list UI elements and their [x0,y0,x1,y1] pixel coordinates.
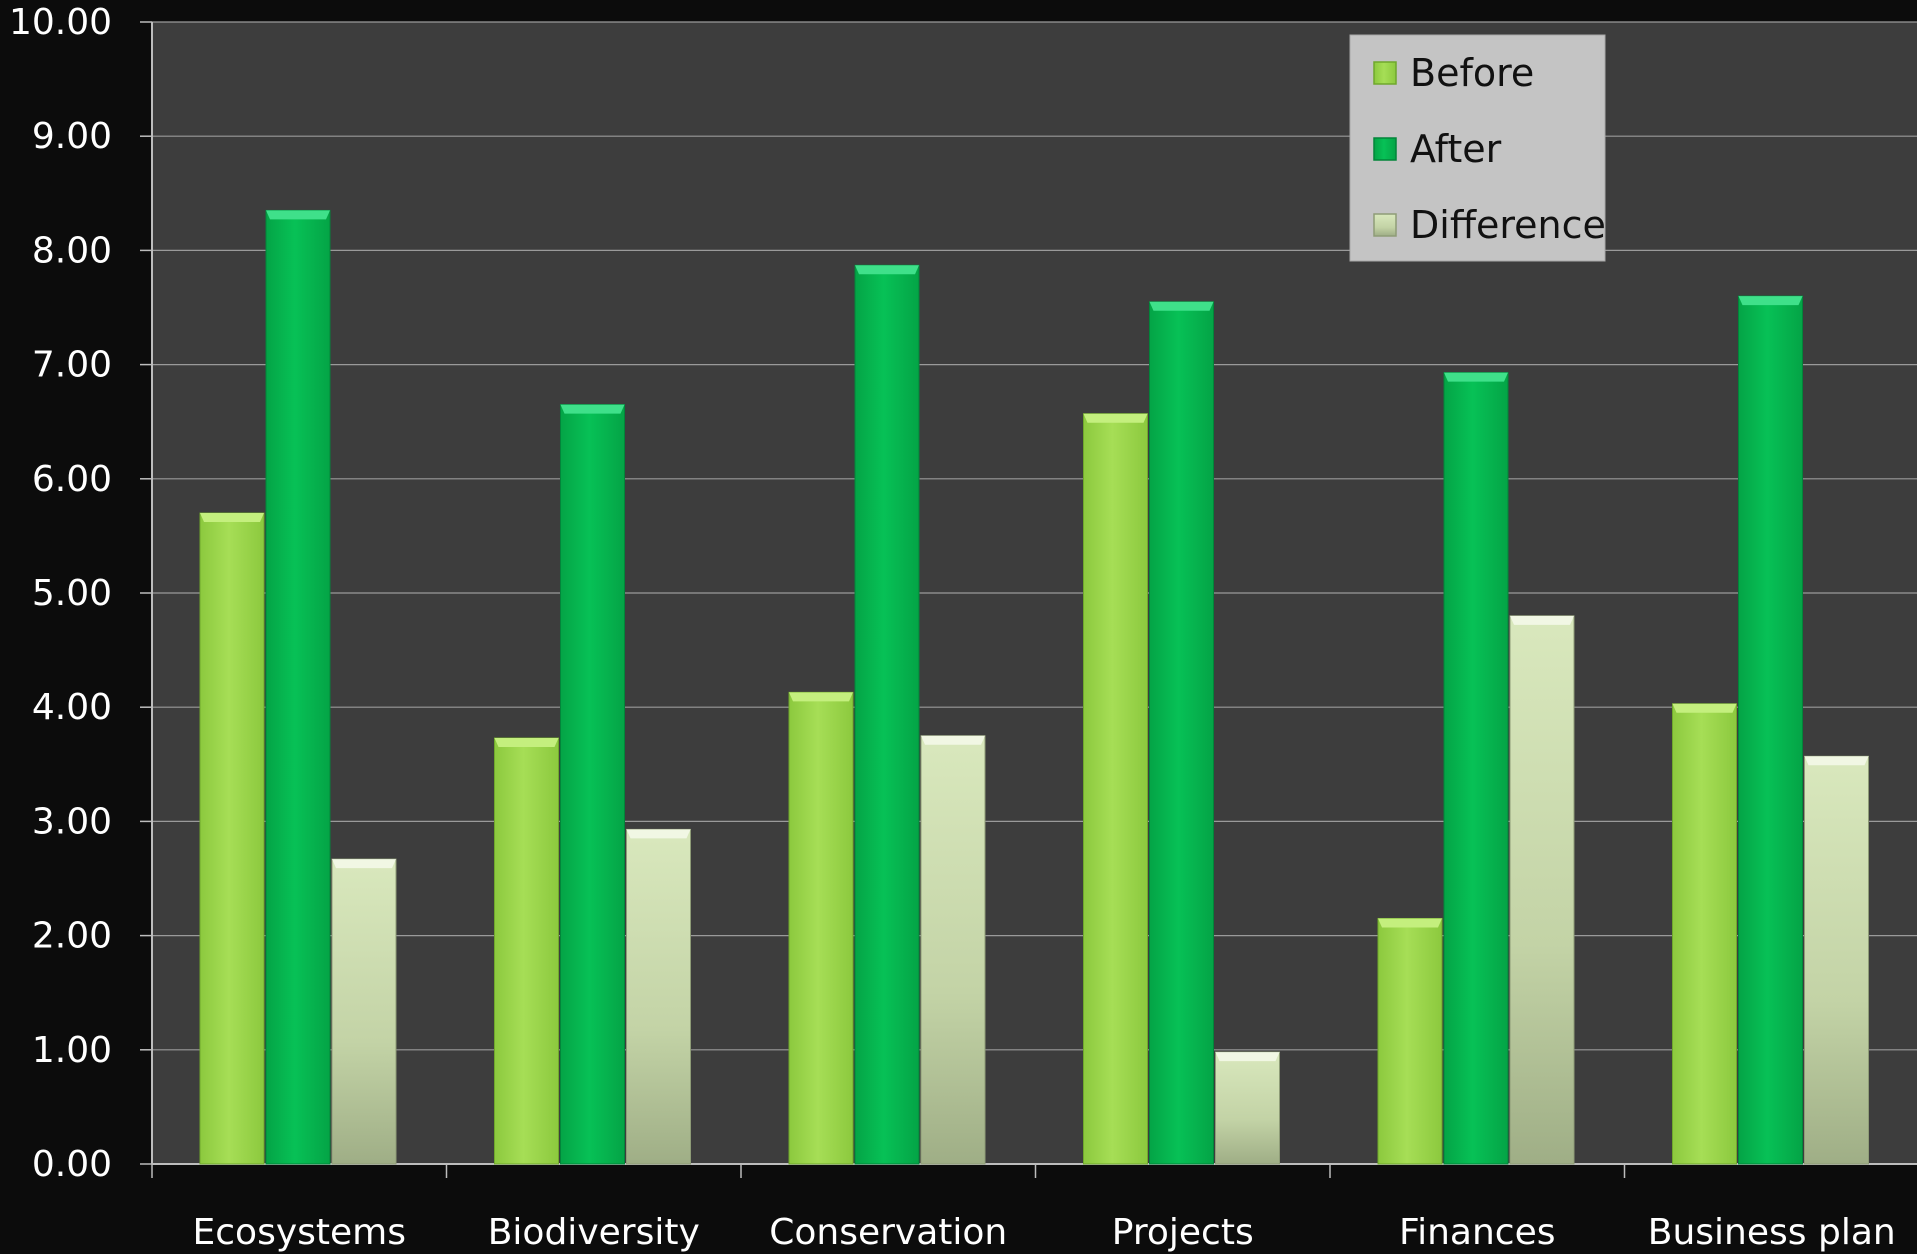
bar-cap [1444,372,1508,382]
legend: Before After Difference [1349,34,1606,262]
y-tick-label: 5.00 [32,573,112,614]
x-category-label: Ecosystems [193,1212,406,1253]
x-category-label: Finances [1399,1212,1555,1253]
legend-swatch-after [1373,137,1397,161]
bar-difference-conservation [920,735,986,1165]
axes [140,21,1917,1178]
bar-cap [1083,413,1148,423]
bar-difference-biodiversity [626,828,691,1165]
bar-after-ecosystems [265,209,331,1165]
bar-cap [1378,918,1442,928]
bar-cap [1510,615,1574,625]
bar-difference-finances [1509,615,1575,1165]
bar-cap [200,513,264,523]
bar-cap [332,859,396,869]
bar-after-finances [1443,372,1509,1165]
legend-label-before: Before [1410,51,1534,95]
y-tick-label: 0.00 [32,1144,112,1185]
bar-cap [494,738,559,748]
bar-cap [1672,703,1737,713]
y-tick-label: 6.00 [32,459,112,500]
bar-cap [1738,296,1803,306]
bar-difference-projects [1215,1051,1280,1165]
legend-label-difference: Difference [1410,203,1606,247]
bar-cap [789,692,853,702]
y-tick-label: 3.00 [32,801,112,842]
bar-before-biodiversity [494,737,559,1165]
bar-cap [1215,1052,1280,1062]
legend-swatch-difference [1373,213,1397,237]
y-tick-label: 4.00 [32,687,112,728]
bar-cap [560,404,625,414]
y-tick-label: 10.00 [9,2,112,43]
bar-cap [921,735,985,745]
x-category-label: Projects [1112,1212,1254,1253]
x-category-label: Conservation [769,1212,1007,1253]
bar-before-finances [1377,917,1443,1165]
gridlines [152,21,1917,1051]
bar-difference-business-plan [1804,755,1869,1165]
x-category-label: Biodiversity [488,1212,700,1253]
bar-after-business-plan [1738,295,1803,1165]
y-tick-label: 8.00 [32,230,112,271]
axis-labels: 0.00 1.00 2.00 3.00 4.00 5.00 6.00 7.00 8.00 9.00… [9,2,1896,1253]
legend-swatch-before [1373,61,1397,85]
x-category-label: Business plan [1648,1212,1896,1253]
bar-cap [1149,301,1214,311]
bar-before-projects [1083,413,1148,1165]
legend-label-after: After [1410,127,1502,171]
y-tick-label: 7.00 [32,345,112,386]
bar-before-business-plan [1672,703,1737,1165]
y-tick-label: 9.00 [32,116,112,157]
bar-after-projects [1149,301,1214,1165]
bar-cap [855,265,919,275]
bar-cap [626,829,691,839]
y-tick-label: 2.00 [32,916,112,957]
bar-before-conservation [788,691,854,1165]
bars [199,209,1869,1165]
y-tick-label: 1.00 [32,1030,112,1071]
bar-after-biodiversity [560,404,625,1165]
bar-after-conservation [854,264,920,1165]
bar-cap [266,210,330,220]
bar-cap [1804,756,1869,766]
bar-difference-ecosystems [331,858,397,1165]
bar-before-ecosystems [199,512,265,1165]
